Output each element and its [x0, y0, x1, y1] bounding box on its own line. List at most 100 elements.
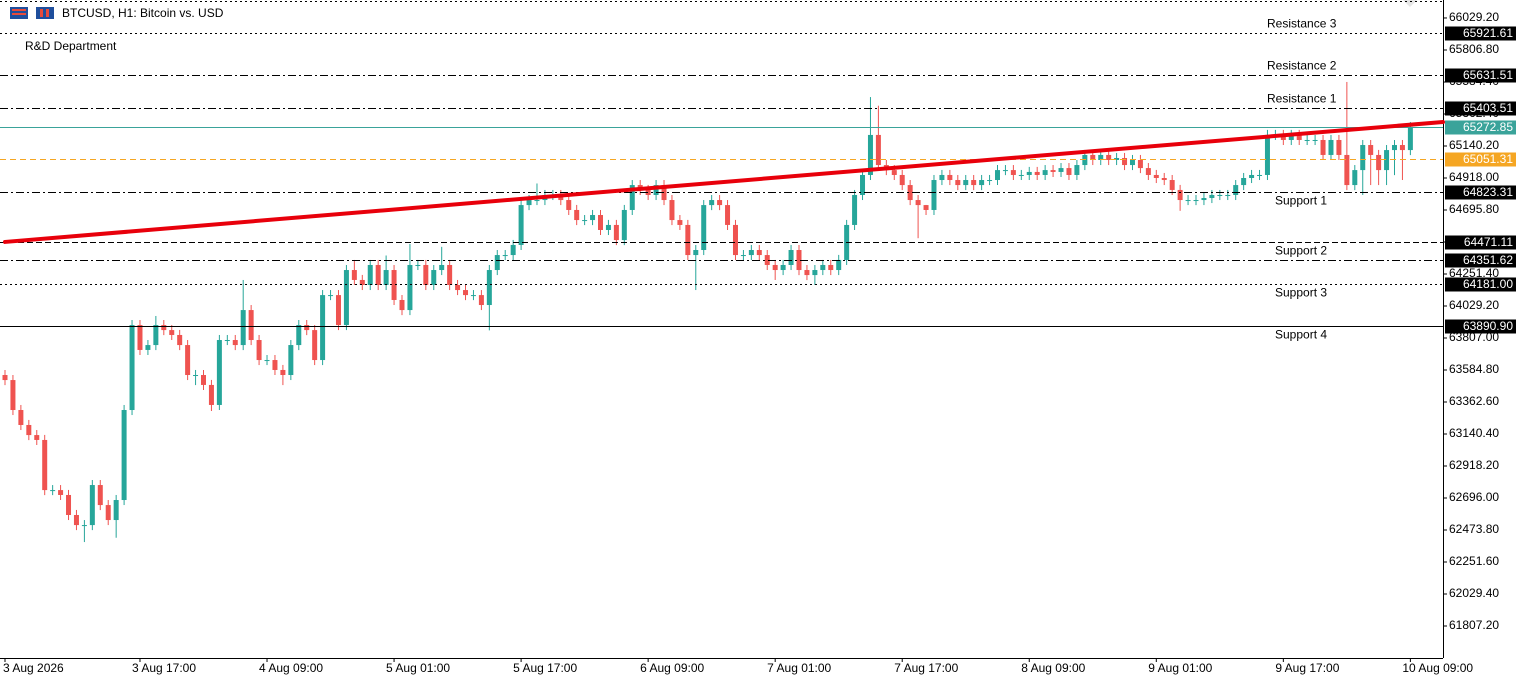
x-tick-label: 4 Aug 09:00: [259, 661, 323, 675]
candle-body: [1320, 139, 1326, 155]
candle-body: [709, 200, 715, 206]
candle-body: [1368, 145, 1374, 155]
candle-body: [701, 205, 707, 251]
candle-body: [272, 360, 278, 370]
candle-body: [1010, 170, 1016, 175]
candle-body: [399, 299, 405, 311]
y-tick-label: 66029.20: [1449, 10, 1499, 24]
candle-body: [1344, 154, 1350, 186]
candle-body: [693, 250, 699, 256]
price-box-label: 65272.85: [1463, 120, 1513, 134]
candle-body: [58, 490, 64, 495]
candle-body: [1336, 139, 1342, 155]
candle-body: [10, 380, 16, 411]
candle-body: [105, 505, 111, 521]
candle-body: [923, 205, 929, 210]
x-tick-label: 3 Aug 17:00: [132, 661, 196, 675]
x-tick-label: 6 Aug 09:00: [640, 661, 704, 675]
candle-body: [566, 200, 572, 210]
candle-body: [161, 325, 167, 331]
y-tick-label: 64695.80: [1449, 202, 1499, 216]
candle-body: [1384, 150, 1390, 171]
candle-body: [1360, 145, 1366, 171]
candle-body: [860, 174, 866, 195]
candle-body: [875, 134, 881, 166]
level-name: Support 2: [1275, 244, 1327, 258]
icon: [36, 7, 54, 19]
candle-body: [725, 205, 731, 225]
candle-body: [439, 264, 445, 271]
candle-body: [812, 270, 818, 276]
candle-body: [50, 490, 56, 492]
candle-body: [1407, 126, 1413, 151]
candle-body: [1169, 180, 1175, 190]
candle-body: [1241, 178, 1247, 186]
icon: [46, 9, 49, 17]
candle-body: [955, 180, 961, 186]
candle-body: [288, 345, 294, 376]
x-tick-label: 9 Aug 17:00: [1275, 661, 1339, 675]
candle-body: [423, 264, 429, 286]
candle-body: [383, 270, 389, 286]
candle-body: [320, 295, 326, 361]
candle-body: [137, 325, 143, 350]
candle-body: [1217, 194, 1223, 196]
candle-body: [1106, 154, 1112, 160]
candle-body: [629, 185, 635, 210]
candle-body: [653, 185, 659, 195]
candle-body: [1257, 174, 1263, 176]
candle-body: [256, 340, 262, 361]
level-name: Support 1: [1275, 194, 1327, 208]
candle-body: [661, 185, 667, 201]
candle-body: [1098, 154, 1104, 160]
level-name: Resistance 2: [1267, 59, 1337, 73]
price-box-label: 64823.31: [1463, 185, 1513, 199]
candle-body: [367, 264, 373, 286]
candle-body: [915, 200, 921, 206]
candle-body: [1352, 170, 1358, 186]
candle-body: [407, 264, 413, 311]
candle-body: [1074, 165, 1080, 175]
candle-body: [1018, 174, 1024, 176]
candle-body: [1145, 168, 1151, 175]
candle-body: [1137, 159, 1143, 169]
candle-body: [1312, 139, 1318, 141]
candle-body: [645, 189, 651, 195]
x-tick-label: 10 Aug 09:00: [1402, 661, 1473, 675]
candle-body: [891, 170, 897, 175]
price-box: [1445, 26, 1516, 41]
candle-body: [121, 410, 127, 501]
candle-body: [1034, 171, 1040, 175]
candle-body: [431, 270, 437, 286]
candle-body: [415, 264, 421, 266]
price-box: [1445, 253, 1516, 268]
candle-body: [73, 514, 79, 526]
candle-body: [1026, 171, 1032, 175]
candle-body: [820, 264, 826, 271]
candle-body: [1328, 139, 1334, 155]
candle-body: [97, 485, 103, 506]
candle-body: [605, 224, 611, 230]
candle-body: [1153, 174, 1159, 179]
candle-body: [1193, 200, 1199, 202]
candle-body: [685, 224, 691, 256]
level-name: Resistance 1: [1267, 92, 1337, 106]
candle-body: [899, 174, 905, 186]
chart-title: BTCUSD, H1: Bitcoin vs. USD: [62, 6, 224, 20]
trend-line: [3, 119, 1445, 244]
candle-body: [1177, 189, 1183, 201]
candle-body: [343, 270, 349, 326]
candle-body: [1114, 157, 1120, 160]
candle-body: [1296, 134, 1302, 140]
price-box: [1445, 235, 1516, 250]
candle-body: [621, 209, 627, 241]
candle-body: [590, 215, 596, 221]
candle-body: [788, 250, 794, 265]
candle-body: [1129, 159, 1135, 166]
candle-body: [971, 180, 977, 186]
candle-body: [534, 200, 540, 202]
candle-body: [780, 264, 786, 271]
candle-body: [280, 369, 286, 376]
y-tick-label: 65806.80: [1449, 42, 1499, 56]
candle-body: [463, 290, 469, 296]
